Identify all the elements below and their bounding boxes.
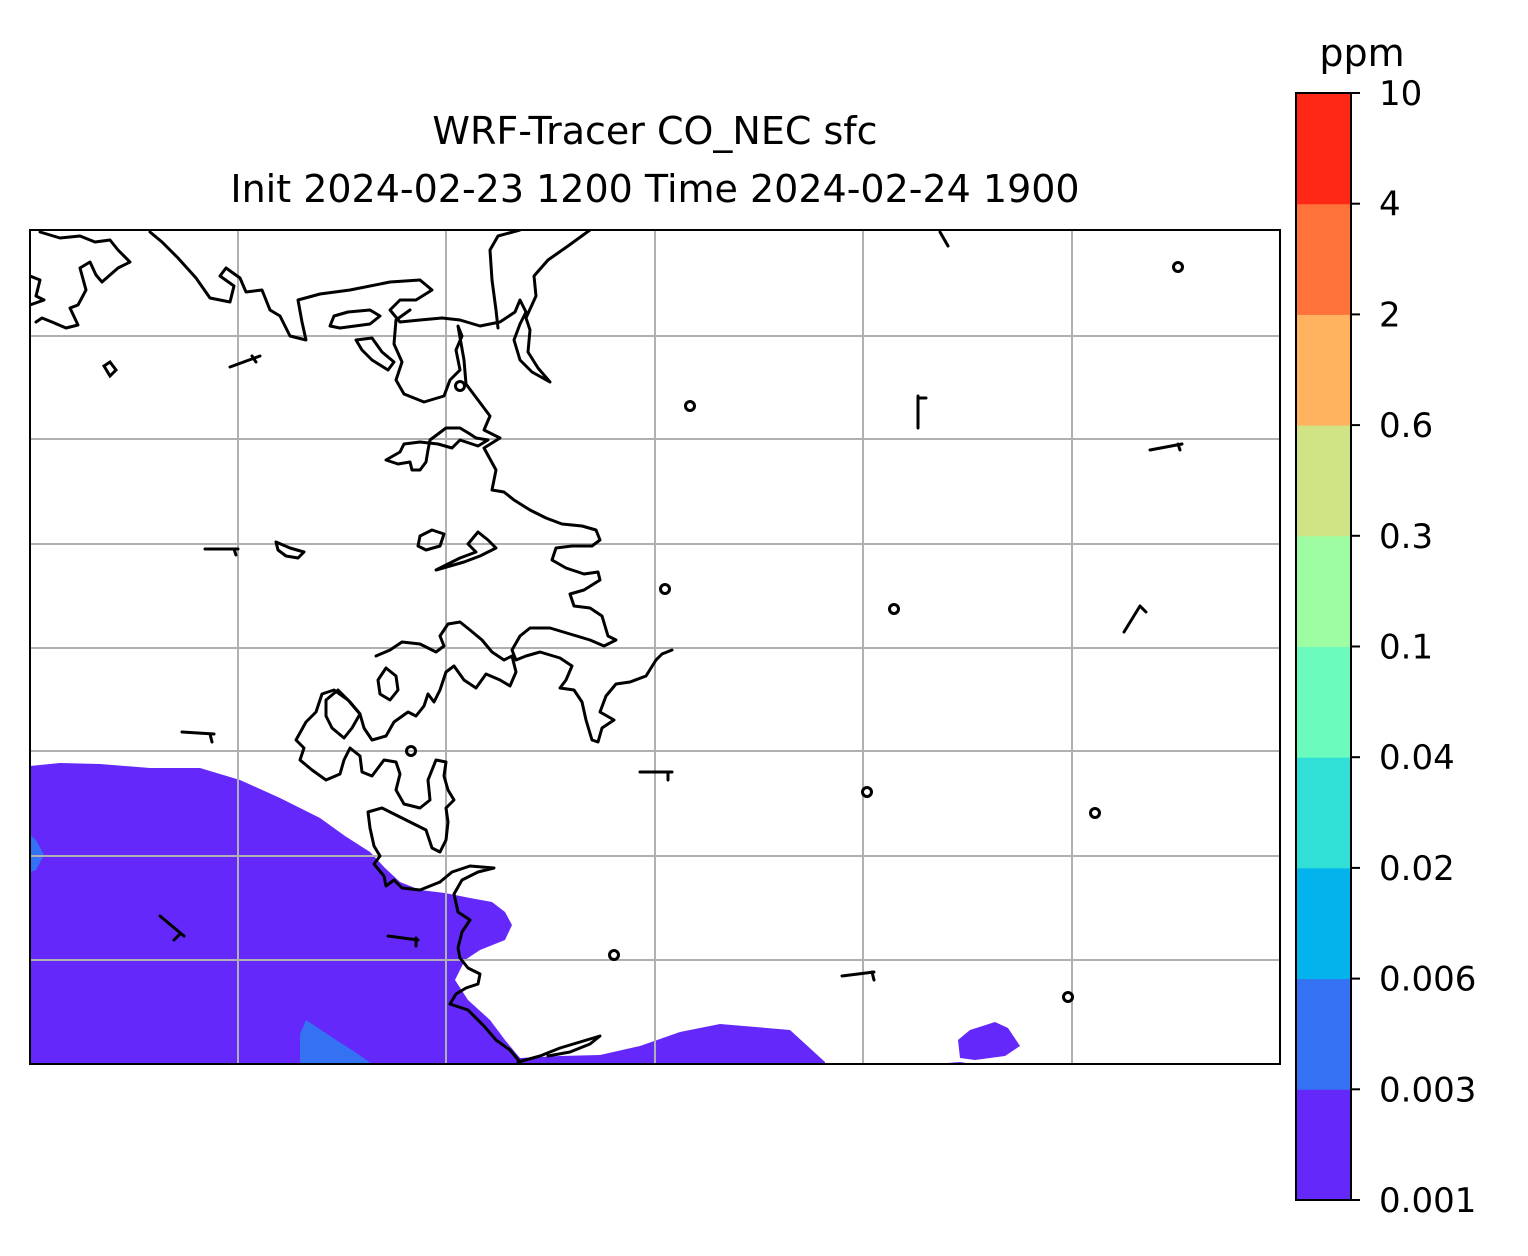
colorbar-band <box>1296 1089 1351 1201</box>
map-title: WRF-Tracer CO_NEC sfc <box>432 109 878 153</box>
coastline-mid-1 <box>384 426 490 472</box>
island-mark <box>1148 442 1184 452</box>
colorbar-units-label: ppm <box>1319 31 1404 75</box>
tracer-fill-layer <box>30 763 1020 1064</box>
colorbar-band <box>1296 203 1351 315</box>
island-circle <box>405 745 417 757</box>
colorbar-tick-label: 2 <box>1379 295 1401 335</box>
coastline-inner-2 <box>376 666 400 702</box>
island-mark <box>203 547 240 557</box>
colorbar-band <box>1296 867 1351 980</box>
island-circle <box>1089 807 1101 819</box>
colorbar-band <box>1296 425 1351 537</box>
coastline-peninsula <box>354 336 396 372</box>
coastline-south-1 <box>438 864 522 1064</box>
island-circle <box>684 400 696 412</box>
colorbar-tick-label: 0.006 <box>1379 960 1476 1000</box>
colorbar-tick-label: 0.02 <box>1379 849 1455 889</box>
island-shape <box>101 359 118 379</box>
colorbar-tick-label: 0.04 <box>1379 738 1455 778</box>
colorbar-band <box>1296 93 1351 205</box>
island-mark <box>1122 604 1148 634</box>
tracer-fill-0.003 <box>300 1020 372 1064</box>
island-circle <box>608 949 620 961</box>
island-mark <box>840 970 876 982</box>
coastline-island <box>328 308 382 330</box>
colorbar-tick-label: 4 <box>1379 185 1401 225</box>
colorbar-band <box>1296 314 1351 426</box>
colorbar-band <box>1296 757 1351 869</box>
map-subtitle: Init 2024-02-23 1200 Time 2024-02-24 190… <box>230 167 1080 211</box>
colorbar-band <box>1296 535 1351 647</box>
island-markers <box>101 230 1184 1003</box>
colorbar-tick-label: 0.003 <box>1379 1070 1476 1110</box>
island-mark <box>638 770 674 782</box>
island-mark <box>386 934 420 948</box>
coastline-north-3 <box>148 230 592 384</box>
coastline-south-2 <box>516 1034 602 1064</box>
island-mark <box>158 914 186 942</box>
island-circle <box>1062 991 1074 1003</box>
gridlines <box>30 230 1280 1064</box>
colorbar-tick-label: 0.1 <box>1379 628 1433 668</box>
coastline-north-2 <box>30 274 46 307</box>
island-circle <box>454 380 466 392</box>
island-mark <box>938 230 950 248</box>
coastline-east-bay <box>392 308 674 744</box>
island-circle <box>1172 261 1184 273</box>
coastline-mid-2 <box>416 528 446 552</box>
coastline-north <box>34 230 132 330</box>
tracer-fill-0.001 <box>30 763 825 1064</box>
coastline-inner <box>324 688 362 740</box>
colorbar-band <box>1296 646 1351 758</box>
colorbar-tick-label: 0.6 <box>1379 406 1433 446</box>
island-mark <box>228 354 262 369</box>
coastline-gulf <box>488 230 522 330</box>
colorbar-tick-label: 0.001 <box>1379 1181 1476 1221</box>
colorbar-ticks: 0.001 0.003 0.006 0.02 0.04 0.1 0.3 0.6 2 4 10 <box>1351 74 1476 1221</box>
colorbar-bands <box>1296 93 1351 1201</box>
island-mark <box>916 394 928 430</box>
island-circle <box>888 603 900 615</box>
island-circle <box>861 786 873 798</box>
map-frame <box>29 229 1281 1065</box>
coastlines <box>30 230 674 1064</box>
colorbar-tick-label: 0.3 <box>1379 517 1433 557</box>
colorbar-tick-label: 10 <box>1379 74 1422 114</box>
coastline-mid-4 <box>434 530 498 572</box>
coastline-fjord <box>294 620 518 892</box>
colorbar-band <box>1296 978 1351 1090</box>
island-circle <box>659 583 671 595</box>
colorbar: 0.001 0.003 0.006 0.02 0.04 0.1 0.3 0.6 2 4 10 ppm <box>1295 31 1476 1221</box>
map-panel <box>30 230 1280 1064</box>
island-mark <box>180 730 216 744</box>
tracer-fill-0.001-east <box>958 1022 1020 1060</box>
coastline-mid-3 <box>274 540 306 560</box>
tracer-fill-0.003-west <box>30 835 44 872</box>
